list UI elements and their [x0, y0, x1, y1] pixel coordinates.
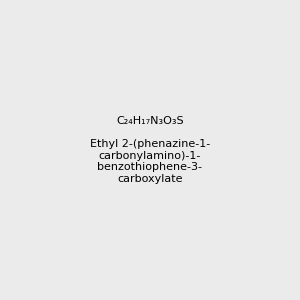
Text: C₂₄H₁₇N₃O₃S

Ethyl 2-(phenazine-1-
carbonylamino)-1-
benzothiophene-3-
carboxyla: C₂₄H₁₇N₃O₃S Ethyl 2-(phenazine-1- carbon… [90, 116, 210, 184]
